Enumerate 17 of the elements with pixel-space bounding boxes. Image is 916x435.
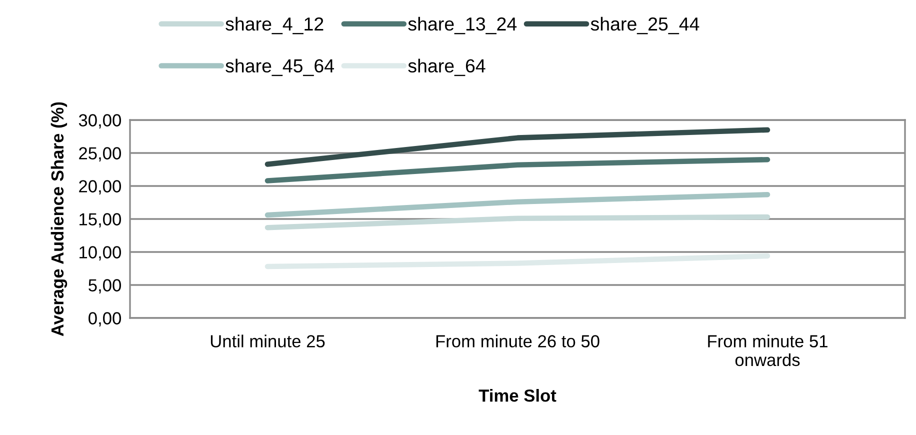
y-axis-title: Average Audience Share (%) — [50, 102, 68, 336]
x-axis-title: Time Slot — [478, 388, 556, 402]
legend-label: share_4_12 — [226, 16, 324, 34]
y-tick-label: 30,00 — [78, 114, 121, 129]
y-tick-label: 25,00 — [79, 147, 121, 162]
y-tick-label: 10,00 — [80, 246, 121, 261]
x-tick-label: Until minute 25 — [210, 334, 325, 348]
y-tick-label: 20,00 — [79, 180, 121, 195]
legend-label: share_45_64 — [226, 58, 334, 76]
x-tick-label: From minute 51 onwards — [708, 334, 828, 366]
y-tick-label: 5,00 — [88, 279, 121, 294]
legend-label: share_64 — [408, 58, 486, 76]
x-tick-label: From minute 26 to 50 — [436, 334, 600, 348]
legend-label: share_13_24 — [408, 16, 517, 34]
y-tick-label: 15,00 — [80, 213, 121, 228]
legend-label: share_25_44 — [590, 16, 700, 34]
y-tick-label: 0,00 — [88, 312, 121, 327]
